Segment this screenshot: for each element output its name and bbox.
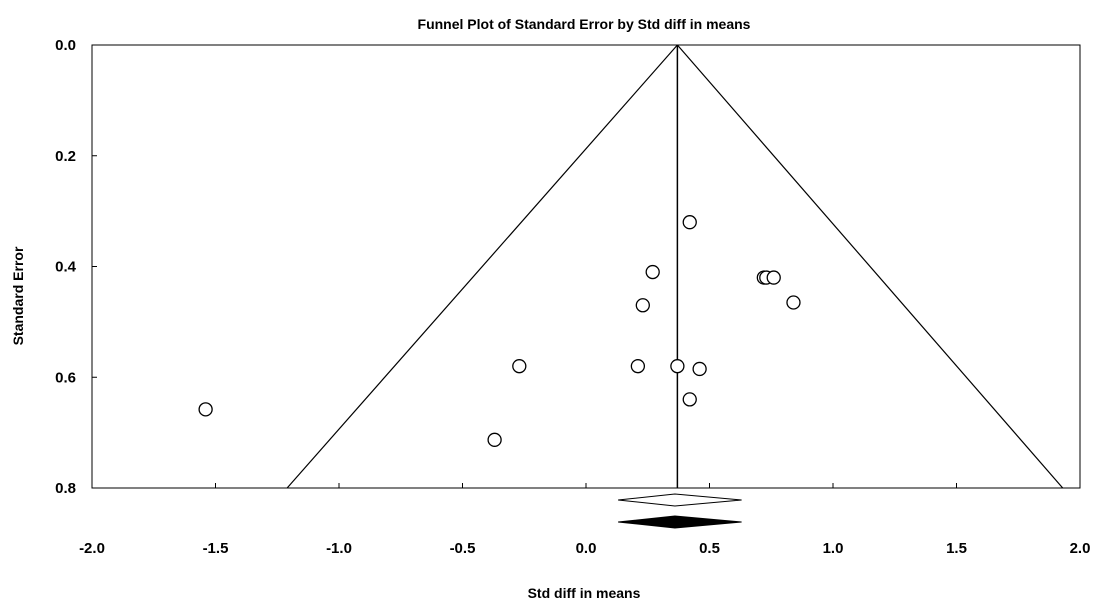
x-tick-label: -1.5 <box>203 540 229 557</box>
study-point <box>692 361 707 377</box>
study-point <box>682 392 697 407</box>
x-tick-label: -2.0 <box>79 540 105 557</box>
y-axis-label: Standard Error <box>10 246 26 345</box>
x-axis-label: Std diff in means <box>528 585 641 601</box>
plot-frame <box>91 44 1081 489</box>
x-tick-label: 1.0 <box>823 540 844 557</box>
x-tick-label: 1.5 <box>946 540 967 557</box>
study-point <box>635 298 650 313</box>
study-point <box>198 402 213 417</box>
x-tick-label: -0.5 <box>450 540 476 557</box>
y-tick-label: 0.0 <box>55 37 76 54</box>
x-tick-label: 2.0 <box>1070 540 1091 557</box>
study-point <box>630 359 646 374</box>
study-point <box>682 215 697 230</box>
y-tick-label: 0.8 <box>55 480 76 497</box>
study-point <box>670 359 685 374</box>
x-tick-label: -1.0 <box>326 540 352 557</box>
study-point <box>487 432 502 447</box>
y-tick-label: 0.6 <box>55 369 76 386</box>
x-tick-label: 0.5 <box>699 540 720 557</box>
study-point <box>512 359 527 374</box>
x-tick-label: 0.0 <box>576 540 597 557</box>
study-points <box>198 215 801 447</box>
y-tick-label: 0.2 <box>55 148 76 165</box>
chart-title: Funnel Plot of Standard Error by Std dif… <box>418 16 751 32</box>
summary-diamond-filled <box>618 515 742 529</box>
study-point <box>645 264 660 280</box>
y-tick-label: 0.4 <box>55 259 77 276</box>
y-axis: 0.0 0.2 0.4 0.6 0.8 <box>55 37 97 497</box>
study-point <box>786 295 801 310</box>
study-point <box>766 270 781 285</box>
funnel-left-line <box>286 44 678 489</box>
x-axis: -2.0 -1.5 -1.0 -0.5 0.0 0.5 1.0 1.5 2.0 <box>79 483 1090 557</box>
funnel-lines <box>286 44 1064 489</box>
funnel-right-line <box>676 44 1064 489</box>
summary-diamonds <box>618 493 742 529</box>
summary-diamond-open <box>618 493 742 507</box>
